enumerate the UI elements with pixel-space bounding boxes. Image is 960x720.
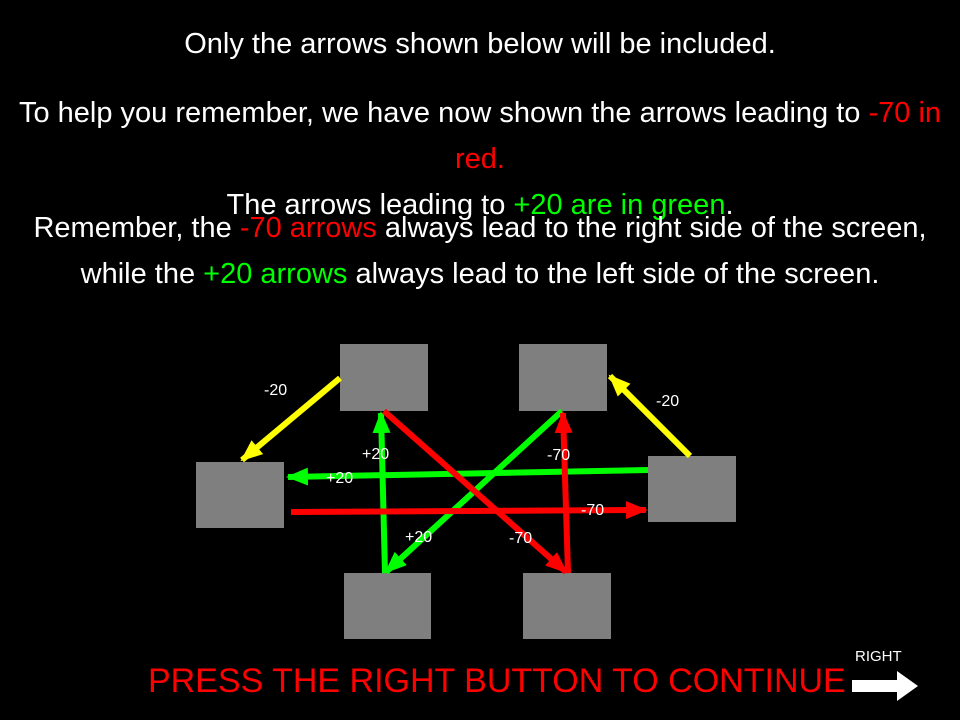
arrow-yellow-right-to-top-right xyxy=(607,373,693,459)
instruction-3-segment: Remember, the xyxy=(33,212,240,244)
edge-label: -20 xyxy=(656,393,679,410)
arrow-red-left-to-right xyxy=(290,501,648,520)
state-box-right xyxy=(648,456,736,522)
instruction-2-segment-red: -70 in red. xyxy=(455,97,942,175)
arrow-green-bottom-left-to-top-left xyxy=(372,411,391,574)
instruction-3-segment: always lead to the left side of the scre… xyxy=(347,258,880,290)
state-box-top-right xyxy=(519,344,607,411)
edge-label: +20 xyxy=(362,446,389,463)
instruction-3-segment-red: -70 arrows xyxy=(239,212,377,244)
continue-prompt: PRESS THE RIGHT BUTTON TO CONTINUE xyxy=(148,662,846,700)
arrow-green-right-to-left xyxy=(286,467,649,486)
edge-label: -70 xyxy=(547,447,570,464)
edge-label: -70 xyxy=(509,530,532,547)
instruction-paragraph-2: To help you remember, we have now shown … xyxy=(0,90,960,228)
instruction-3-segment: always lead to the right side of the scr… xyxy=(80,212,927,290)
state-box-bottom-left xyxy=(344,573,431,639)
instruction-2-segment: To help you remember, we have now shown … xyxy=(18,97,869,129)
edge-label: -20 xyxy=(264,382,287,399)
state-box-left xyxy=(196,462,284,528)
edge-label: -70 xyxy=(581,502,604,519)
right-arrow-icon[interactable] xyxy=(852,670,920,702)
edge-label: +20 xyxy=(405,529,432,546)
arrow-yellow-top-left-to-left xyxy=(240,375,342,463)
arrow-red-top-left-to-bottom-right xyxy=(382,408,568,575)
instruction-line-1: Only the arrows shown below will be incl… xyxy=(184,28,776,60)
state-box-bottom-right xyxy=(523,573,611,639)
instruction-2-segment: . xyxy=(725,189,734,221)
instruction-3-segment-green: +20 arrows xyxy=(203,258,348,290)
state-box-top-left xyxy=(340,344,428,411)
instruction-2-segment: The arrows leading to xyxy=(226,189,514,221)
arrow-red-bottom-right-to-top-right xyxy=(554,411,573,574)
right-button-label: RIGHT xyxy=(855,648,902,665)
instruction-paragraph-3: Remember, the -70 arrows always lead to … xyxy=(0,205,960,297)
instruction-2-segment-green: +20 are in green xyxy=(513,189,726,221)
edge-label: +20 xyxy=(326,470,353,487)
